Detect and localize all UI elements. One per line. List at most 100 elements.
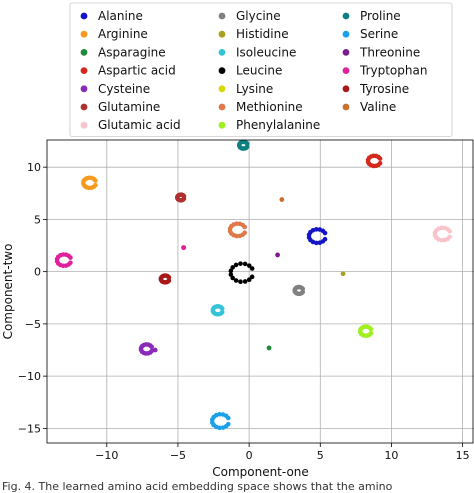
legend-entry: Threonine bbox=[359, 45, 420, 59]
series-tryptophan bbox=[54, 252, 73, 269]
data-point bbox=[238, 261, 243, 266]
legend-entry: Tryptophan bbox=[359, 64, 427, 78]
legend-marker bbox=[218, 121, 226, 129]
data-point bbox=[152, 347, 158, 353]
legend-marker bbox=[80, 85, 88, 93]
series-isoleucine bbox=[210, 304, 225, 317]
data-point bbox=[233, 262, 239, 268]
x-tick-label: 0 bbox=[246, 449, 253, 462]
legend-marker bbox=[218, 30, 226, 38]
legend-marker bbox=[218, 67, 226, 74]
data-point bbox=[275, 252, 280, 258]
axis-ticks: −10 −5 0 5 10 15 −15 −10 −5 0 5 10 bbox=[18, 161, 470, 462]
x-tick-label: 10 bbox=[384, 449, 398, 462]
data-point bbox=[244, 144, 250, 150]
series-aspartic-acid bbox=[365, 153, 383, 169]
series-methionine bbox=[227, 221, 248, 239]
legend-marker bbox=[218, 49, 226, 56]
legend-entry: Proline bbox=[360, 9, 401, 23]
legend-entry: Tyrosine bbox=[359, 82, 409, 96]
series-asparagine bbox=[266, 345, 272, 351]
x-axis-label: Component-one bbox=[212, 465, 309, 479]
legend-marker bbox=[80, 30, 88, 38]
series-arginine bbox=[81, 175, 98, 191]
data-point bbox=[246, 263, 252, 268]
legend-entry: Histidine bbox=[236, 27, 289, 41]
series-serine bbox=[209, 411, 231, 431]
data-point bbox=[246, 277, 252, 283]
legend-marker bbox=[342, 49, 350, 56]
legend-marker bbox=[342, 67, 350, 74]
data-point bbox=[219, 309, 225, 315]
legend-entry: Lysine bbox=[236, 82, 273, 96]
series-phenylalanine bbox=[357, 324, 374, 339]
data-point bbox=[93, 182, 98, 188]
figure-caption: Fig. 4. The learned amino acid embedding… bbox=[2, 480, 393, 493]
data-point bbox=[249, 266, 255, 271]
series-tyrosine bbox=[158, 273, 172, 285]
y-tick-label: 5 bbox=[34, 213, 41, 226]
data-point bbox=[181, 245, 187, 251]
series-glycine bbox=[292, 284, 306, 297]
data-point bbox=[266, 345, 272, 351]
data-point bbox=[317, 227, 323, 232]
y-tick-label: −10 bbox=[18, 370, 41, 383]
legend-entry: Leucine bbox=[236, 64, 282, 78]
data-point bbox=[166, 278, 172, 283]
series-proline bbox=[236, 139, 250, 151]
data-point bbox=[279, 197, 285, 202]
legend-marker bbox=[342, 85, 350, 93]
data-point bbox=[230, 265, 236, 270]
series-valine bbox=[279, 197, 285, 202]
legend-entry: Glycine bbox=[236, 9, 281, 23]
series-threonine bbox=[275, 252, 280, 258]
legend-entry: Phenylalanine bbox=[236, 118, 320, 132]
legend-items: Alanine Arginine Asparagine Aspartic acid Cy… bbox=[80, 9, 427, 132]
series-histidine bbox=[340, 271, 346, 277]
data-point bbox=[238, 279, 243, 285]
data-point bbox=[220, 412, 226, 417]
x-tick-label: 5 bbox=[317, 449, 324, 462]
legend-entry: Arginine bbox=[98, 27, 148, 41]
data-point bbox=[377, 160, 383, 166]
y-tick-label: −5 bbox=[25, 318, 41, 331]
series-alanine bbox=[306, 227, 328, 246]
legend-entry: Valine bbox=[360, 100, 396, 114]
legend-marker bbox=[80, 67, 88, 74]
legend-entry: Isoleucine bbox=[236, 45, 296, 59]
legend-marker bbox=[80, 121, 88, 129]
legend-marker bbox=[80, 49, 88, 56]
series-glutamic-acid bbox=[432, 225, 452, 243]
data-point bbox=[249, 274, 255, 280]
data-point bbox=[233, 278, 239, 283]
data-point bbox=[242, 261, 248, 267]
data-point bbox=[322, 236, 328, 242]
legend: Alanine Arginine Asparagine Aspartic acid Cy… bbox=[69, 2, 453, 137]
data-point bbox=[217, 425, 222, 431]
x-tick-label: −10 bbox=[95, 449, 118, 462]
y-tick-label: 0 bbox=[34, 266, 41, 279]
y-tick-label: −15 bbox=[18, 422, 41, 435]
legend-entry: Asparagine bbox=[98, 45, 166, 59]
legend-marker bbox=[80, 103, 88, 111]
x-tick-label: −5 bbox=[170, 449, 186, 462]
plot-frame bbox=[46, 139, 474, 444]
series-leucine bbox=[228, 261, 255, 285]
legend-marker bbox=[218, 85, 226, 93]
data-point bbox=[340, 271, 346, 277]
data-point bbox=[228, 272, 234, 277]
data-point bbox=[314, 240, 319, 246]
legend-marker bbox=[218, 103, 226, 111]
x-tick-label: 15 bbox=[456, 449, 470, 462]
legend-marker bbox=[80, 12, 88, 20]
y-axis-label: Component-two bbox=[1, 244, 15, 340]
data-point bbox=[228, 268, 234, 274]
legend-entry: Alanine bbox=[98, 9, 143, 23]
legend-box bbox=[69, 2, 453, 137]
data-point bbox=[368, 330, 374, 336]
series-glutamine bbox=[175, 192, 187, 203]
legend-entry: Glutamic acid bbox=[98, 118, 181, 132]
legend-marker bbox=[342, 30, 350, 38]
series-cysteine bbox=[138, 342, 155, 356]
